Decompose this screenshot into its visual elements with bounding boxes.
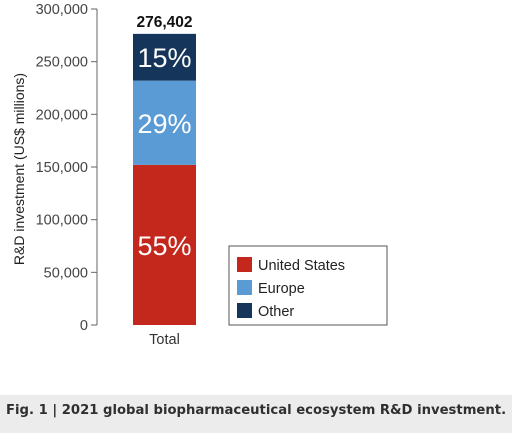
legend-swatch-united-states: [237, 257, 252, 272]
bar-segment-united-states: [133, 164, 196, 325]
legend-label-united-states: United States: [258, 258, 345, 274]
legend: United States Europe Other: [228, 245, 388, 326]
segment-labels: 55% 29% 15%: [137, 43, 191, 261]
bar-segments: [133, 33, 196, 325]
y-tick-label: 100,000: [36, 213, 88, 229]
y-tick-label: 300,000: [36, 2, 88, 18]
bar-segment-other: [133, 33, 196, 81]
x-category-label: Total: [149, 332, 180, 348]
y-tick-label: 50,000: [44, 265, 88, 281]
figure-panel: [0, 0, 512, 395]
legend-label-europe: Europe: [258, 281, 305, 297]
y-tick-label: 150,000: [36, 160, 88, 176]
y-tick-label: 200,000: [36, 107, 88, 123]
caption-bar: [0, 395, 512, 433]
legend-swatch-europe: [237, 280, 252, 295]
stacked-bar-chart: 0 50,000 100,000 150,000 200,000 250,000 300,0…: [11, 2, 388, 348]
total-value-label: 276,402: [136, 14, 192, 31]
segment-label-europe: 29%: [137, 109, 191, 139]
bar-segment-europe: [133, 80, 196, 165]
legend-box: [228, 245, 388, 326]
legend-swatch-other: [237, 303, 252, 318]
segment-label-united-states: 55%: [137, 231, 191, 261]
legend-items: United States Europe Other: [237, 257, 345, 320]
y-tick-label: 0: [80, 318, 88, 334]
y-axis: 0 50,000 100,000 150,000 200,000 250,000 300,0…: [36, 2, 98, 334]
legend-label-other: Other: [258, 304, 294, 320]
segment-label-other: 15%: [137, 43, 191, 73]
y-tick-label: 250,000: [36, 55, 88, 71]
y-axis-title: R&D investment (US$ millions): [11, 73, 27, 265]
figure-caption: Fig. 1 | 2021 global biopharmaceutical e…: [6, 403, 507, 418]
